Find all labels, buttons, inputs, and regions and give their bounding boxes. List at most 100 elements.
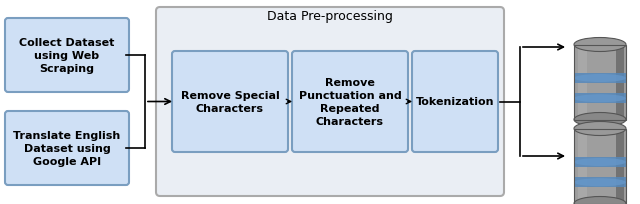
Bar (574, 188, 626, 191)
Bar (574, 147, 626, 150)
Bar (574, 90, 626, 92)
Bar (574, 153, 626, 155)
Bar (574, 131, 626, 133)
Bar (574, 107, 626, 109)
Bar (574, 174, 626, 176)
Bar (574, 202, 626, 204)
Text: Translate English
Dataset using
Google API: Translate English Dataset using Google A… (13, 130, 120, 166)
Bar (574, 157, 626, 159)
Ellipse shape (574, 113, 626, 127)
Text: Remove
Punctuation and
Repeated
Characters: Remove Punctuation and Repeated Characte… (299, 77, 401, 127)
Bar (574, 172, 626, 174)
Ellipse shape (574, 95, 626, 103)
Bar (574, 196, 626, 198)
Bar (616, 45, 624, 120)
Bar (574, 192, 626, 195)
Bar (574, 116, 626, 119)
Bar (574, 142, 626, 144)
FancyBboxPatch shape (5, 19, 129, 93)
Bar (574, 62, 626, 64)
Bar (574, 88, 626, 91)
Bar (574, 49, 626, 51)
Bar (574, 170, 626, 172)
Bar (574, 183, 626, 185)
Bar (574, 162, 626, 165)
Text: Collect Dataset
using Web
Scraping: Collect Dataset using Web Scraping (19, 38, 115, 74)
Bar (574, 79, 626, 81)
Bar (616, 129, 624, 204)
Bar (574, 187, 626, 189)
Bar (574, 55, 626, 57)
Bar (578, 129, 588, 204)
Bar (574, 45, 626, 48)
FancyBboxPatch shape (156, 8, 504, 196)
Bar (574, 168, 626, 170)
Bar (574, 166, 626, 169)
Bar (574, 101, 626, 104)
Bar (574, 94, 626, 104)
Bar (574, 47, 626, 50)
Bar (574, 200, 626, 202)
Bar (574, 136, 626, 139)
FancyBboxPatch shape (412, 52, 498, 152)
Bar (574, 71, 626, 74)
Bar (574, 194, 626, 196)
Ellipse shape (574, 158, 626, 166)
Bar (574, 140, 626, 142)
Bar (574, 198, 626, 200)
Bar (574, 77, 626, 79)
Bar (574, 53, 626, 55)
Text: Data Pre-processing: Data Pre-processing (267, 10, 393, 23)
FancyBboxPatch shape (292, 52, 408, 152)
Bar (574, 159, 626, 161)
Bar (574, 96, 626, 98)
Bar (574, 118, 626, 120)
Ellipse shape (574, 178, 626, 186)
Bar (574, 155, 626, 157)
Bar (574, 64, 626, 66)
Bar (574, 185, 626, 187)
Bar (574, 86, 626, 89)
Bar (574, 105, 626, 107)
Bar (574, 144, 626, 146)
Bar (574, 129, 626, 131)
Ellipse shape (574, 196, 626, 204)
Bar (574, 98, 626, 100)
Bar (574, 112, 626, 115)
Bar (574, 84, 626, 87)
Bar (574, 151, 626, 154)
Bar (574, 177, 626, 180)
Bar (574, 191, 626, 193)
Bar (574, 179, 626, 182)
Ellipse shape (574, 38, 626, 52)
Bar (574, 129, 626, 204)
Bar (574, 146, 626, 148)
Bar (574, 114, 626, 117)
Bar (574, 75, 626, 78)
Bar (574, 103, 626, 105)
Bar (574, 57, 626, 59)
Ellipse shape (574, 122, 626, 136)
Bar (574, 181, 626, 183)
Bar (574, 81, 626, 83)
FancyBboxPatch shape (172, 52, 288, 152)
Bar (574, 45, 626, 120)
Bar (574, 161, 626, 163)
Bar (574, 177, 626, 187)
Bar (574, 68, 626, 70)
Bar (574, 133, 626, 135)
Bar (574, 99, 626, 102)
Bar (574, 70, 626, 72)
Bar (574, 51, 626, 53)
Bar (574, 74, 626, 84)
Bar (574, 157, 626, 167)
Bar (574, 111, 626, 113)
Bar (574, 73, 626, 76)
Bar (574, 134, 626, 137)
Bar (574, 60, 626, 63)
Text: Remove Special
Characters: Remove Special Characters (180, 90, 280, 114)
Bar (574, 58, 626, 61)
Bar (574, 164, 626, 167)
Bar (574, 94, 626, 96)
Ellipse shape (574, 75, 626, 83)
